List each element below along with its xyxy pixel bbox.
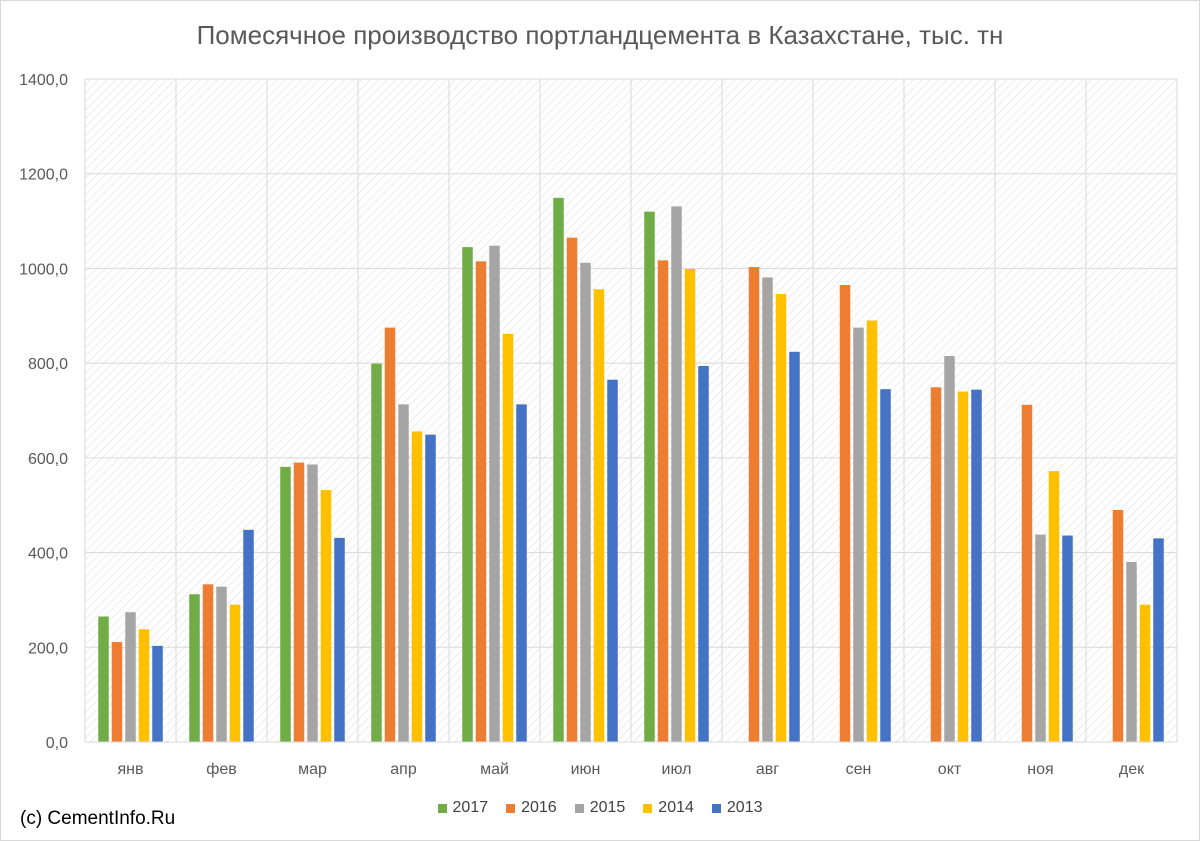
chart-title: Помесячное производство портландцемента … [196, 20, 1004, 50]
bar-2015-ноя [1035, 534, 1046, 742]
bar-2014-сен [866, 320, 878, 742]
legend-swatch [506, 803, 516, 813]
bar-2017-фев [189, 594, 200, 742]
bar-2014-апр [411, 431, 423, 742]
y-tick-label: 1200,0 [19, 167, 68, 184]
x-tick-label: янв [118, 761, 144, 778]
bar-2013-июн [607, 379, 618, 742]
y-tick-label: 400,0 [28, 546, 68, 563]
legend-label: 2016 [521, 799, 557, 816]
bar-2016-окт [930, 387, 942, 742]
x-tick-label: май [480, 761, 509, 778]
bar-2013-май [516, 404, 527, 742]
bar-2015-мар [307, 464, 318, 742]
bar-2013-дек [1153, 538, 1164, 742]
bar-2014-дек [1139, 604, 1151, 742]
bar-2016-дек [1112, 509, 1124, 742]
bar-2017-апр [371, 363, 382, 742]
bar-2014-май [502, 333, 514, 742]
bar-2013-фев [243, 529, 254, 742]
bar-2016-фев [202, 584, 214, 742]
y-tick-label: 1000,0 [19, 261, 68, 278]
bar-2017-июл [644, 211, 655, 743]
bar-2016-июл [657, 260, 669, 742]
bar-2016-май [475, 261, 487, 742]
bar-2017-май [462, 247, 473, 742]
x-tick-label: июн [571, 761, 601, 778]
source-note: (c) CementInfo.Ru [20, 808, 176, 829]
legend-entry-2017: 2017 [437, 799, 489, 817]
bar-2017-июн [553, 197, 564, 742]
bar-2015-дек [1126, 562, 1137, 742]
bar-2013-янв [152, 645, 163, 742]
bar-2015-окт [944, 356, 955, 742]
x-tick-label: окт [938, 761, 962, 778]
legend-swatch [574, 803, 584, 813]
legend-entry-2016: 2016 [506, 799, 557, 817]
legend-label: 2014 [658, 799, 694, 816]
bar-2015-июн [580, 262, 591, 742]
legend-entry-2014: 2014 [643, 799, 694, 817]
y-tick-label: 200,0 [28, 640, 68, 657]
bar-2016-авг [748, 267, 760, 742]
bar-2014-мар [320, 490, 332, 742]
bar-2014-окт [957, 391, 969, 742]
y-tick-label: 600,0 [28, 451, 68, 468]
legend-swatch [711, 803, 721, 813]
y-tick-label: 1400,0 [19, 72, 68, 89]
bar-2016-мар [293, 462, 305, 742]
bar-2014-июл [684, 268, 696, 742]
y-tick-label: 0,0 [46, 735, 68, 752]
y-tick-label: 800,0 [28, 356, 68, 373]
bar-2017-мар [280, 466, 291, 742]
legend-swatch [437, 803, 447, 813]
bar-2014-янв [138, 629, 150, 742]
bar-2014-ноя [1048, 471, 1060, 742]
bar-2016-сен [839, 285, 851, 742]
bar-2014-фев [229, 604, 241, 742]
bar-2013-авг [789, 351, 800, 742]
bar-2013-апр [425, 434, 436, 742]
legend-entry-2013: 2013 [711, 799, 763, 817]
bar-2015-май [489, 245, 500, 742]
legend-label: 2013 [726, 799, 763, 816]
bar-2013-июл [698, 365, 709, 742]
bar-2013-ноя [1062, 535, 1073, 742]
legend: 2017 2016 2015 2014 2013 [0, 799, 1200, 817]
bar-2015-июл [671, 206, 682, 742]
bar-2015-авг [762, 277, 773, 742]
x-tick-label: июл [662, 761, 692, 778]
legend-entry-2015: 2015 [574, 799, 626, 817]
bar-2015-сен [853, 327, 864, 742]
bar-2015-янв [125, 612, 136, 742]
x-tick-label: фев [206, 761, 237, 778]
bar-2017-янв [98, 616, 109, 742]
bar-2014-июн [593, 289, 605, 742]
bar-2014-авг [775, 294, 787, 742]
x-tick-label: апр [390, 761, 417, 778]
x-tick-label: мар [298, 761, 327, 778]
x-tick-label: авг [756, 761, 779, 778]
bar-2016-апр [384, 327, 396, 742]
legend-label: 2017 [452, 799, 489, 816]
x-tick-label: дек [1119, 761, 1145, 778]
legend-label: 2015 [589, 799, 626, 816]
bar-2013-окт [971, 389, 982, 742]
x-tick-label: ноя [1027, 761, 1053, 778]
bar-2016-ноя [1021, 404, 1033, 742]
bar-2016-янв [111, 642, 123, 742]
bar-2013-мар [334, 537, 345, 742]
bar-2015-фев [216, 586, 227, 742]
bar-2015-апр [398, 404, 409, 742]
bar-2016-июн [566, 237, 578, 742]
x-tick-label: сен [846, 761, 872, 778]
legend-swatch [643, 803, 653, 813]
bar-2013-сен [880, 389, 891, 742]
